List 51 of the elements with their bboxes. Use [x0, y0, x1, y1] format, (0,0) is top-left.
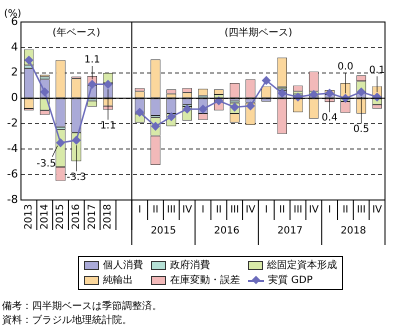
- x-tick-label: III: [294, 204, 302, 216]
- legend-label: 個人消費: [103, 259, 143, 272]
- text: 2015: [150, 226, 176, 237]
- text: 2017: [277, 226, 303, 237]
- x-tick-label: III: [166, 204, 176, 216]
- x-tick-label: I: [202, 204, 204, 216]
- legend-label: 総固定資本形成: [267, 259, 337, 272]
- y-tick-label: -8: [7, 192, 18, 206]
- x-tick-label: 2014: [39, 204, 50, 230]
- legend-label: 政府消費: [170, 259, 210, 272]
- y-tick-label: 4: [10, 40, 18, 54]
- text: 備考：四半期ベースは季節調整済。: [2, 300, 162, 314]
- x-tick-label: III: [230, 204, 240, 216]
- x-tick-label: III: [356, 204, 366, 216]
- x-tick-label: II: [152, 204, 158, 216]
- data-label: 0.5: [353, 124, 370, 136]
- x-tick-label: IV: [182, 204, 192, 216]
- y-tick-label: 2: [10, 66, 18, 79]
- text: 資料：ブラジル地理統計院。: [2, 314, 133, 328]
- annotation: (年ベース): [52, 26, 100, 39]
- data-label: 1.1: [100, 120, 116, 132]
- data-label: -3.5: [36, 158, 56, 170]
- data-label: 0.4: [322, 112, 338, 124]
- data-label: -3.3: [66, 172, 86, 183]
- y-tick-label: -2: [7, 116, 18, 130]
- x-tick-label: II: [216, 204, 222, 216]
- x-tick-label: 2016: [70, 204, 82, 230]
- data-label: 0.1: [369, 64, 386, 76]
- x-tick-label: 2018: [102, 204, 114, 230]
- annotation: (四半期ベース): [224, 26, 292, 39]
- y-tick-label: -4: [7, 142, 18, 155]
- x-tick-label: IV: [308, 204, 319, 216]
- x-tick-label: II: [279, 204, 286, 216]
- x-tick-label: 2013: [23, 204, 34, 230]
- x-tick-label: 2017: [86, 204, 98, 230]
- text: 2016: [214, 226, 240, 237]
- x-tick-label: I: [328, 204, 332, 216]
- data-label: 0.0: [337, 62, 354, 73]
- x-tick-label: 2015: [55, 204, 66, 230]
- legend-label: 在庫変動・誤差: [170, 274, 240, 287]
- legend-label: 純輸出: [103, 274, 133, 287]
- legend-label: 実質 GDP: [268, 274, 313, 287]
- data-label: 1.1: [84, 54, 100, 66]
- x-tick-label: II: [342, 204, 348, 216]
- x-tick-label: I: [138, 204, 142, 216]
- text: 2018: [340, 226, 366, 237]
- y-tick-label: 0: [10, 91, 18, 104]
- y-tick-label: -6: [7, 167, 18, 180]
- x-tick-label: IV: [246, 204, 256, 216]
- x-tick-label: IV: [372, 204, 382, 216]
- x-tick-label: I: [264, 204, 268, 216]
